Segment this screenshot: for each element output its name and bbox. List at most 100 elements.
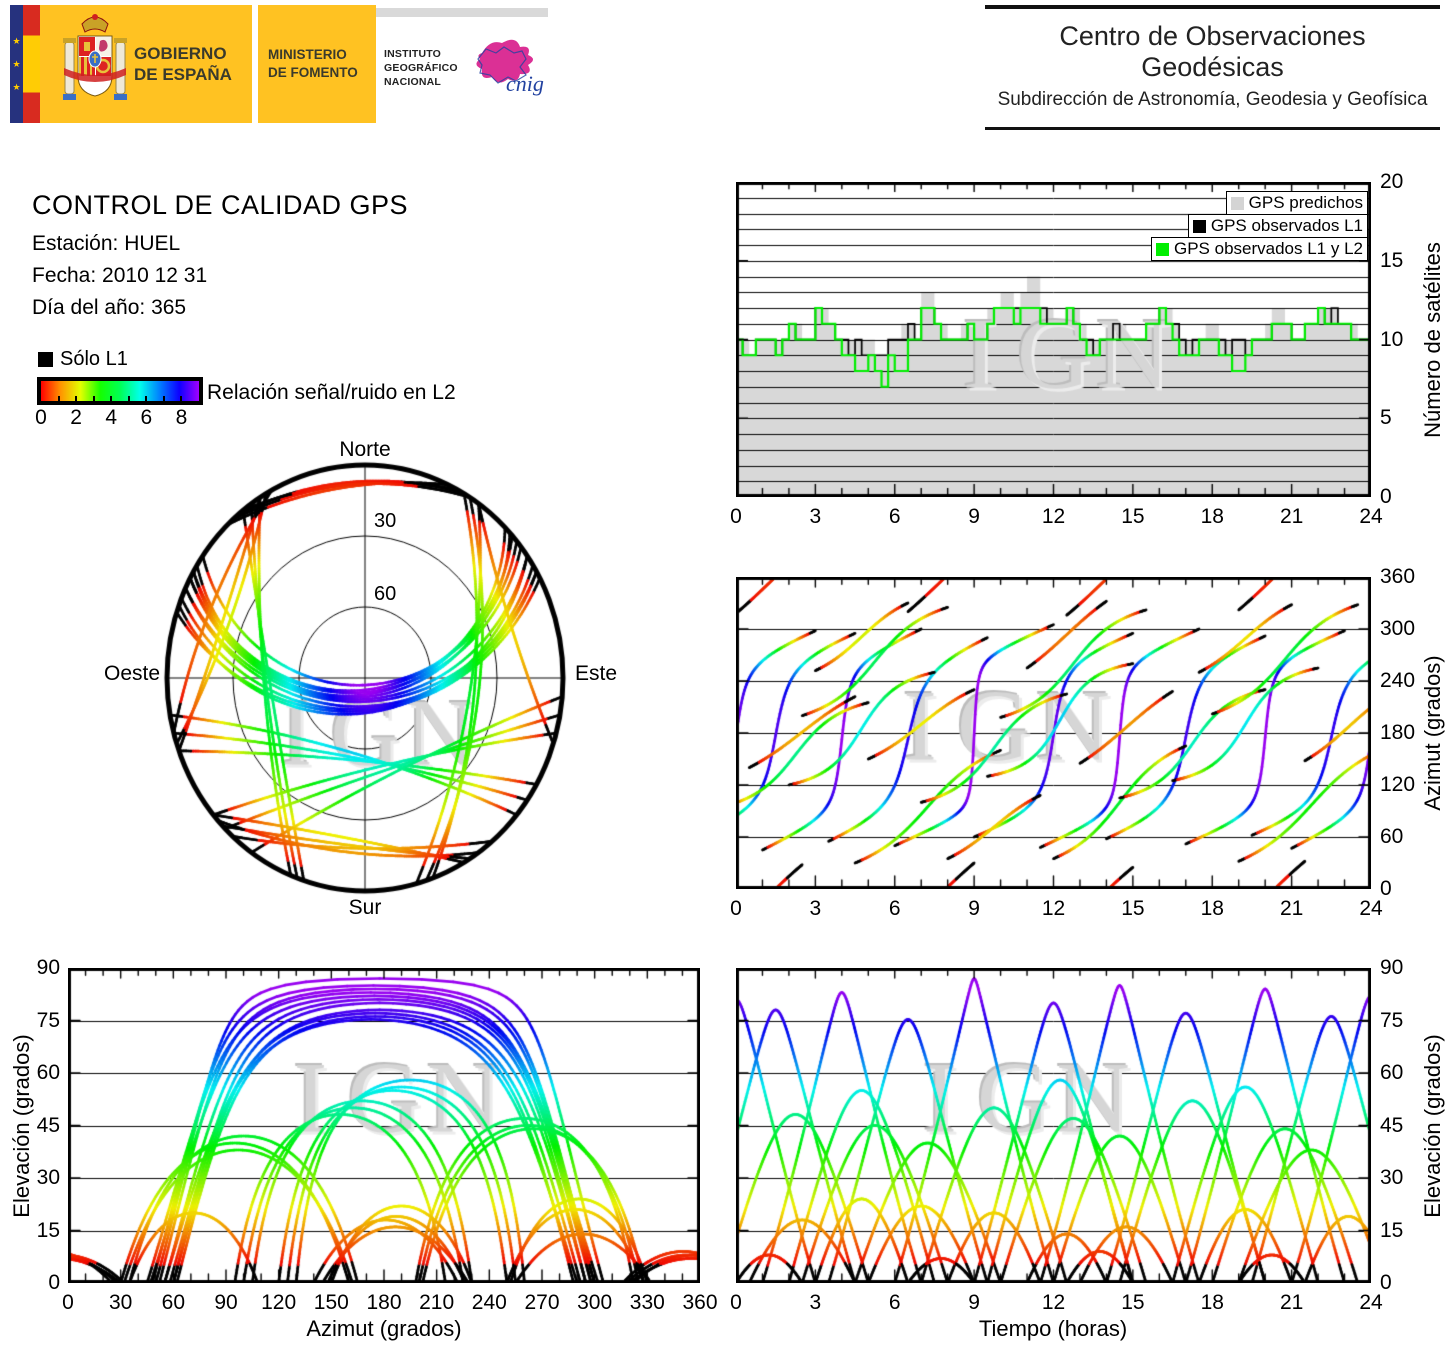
tick-label: 360 — [1380, 565, 1416, 588]
tick-label: 15 — [36, 1218, 60, 1242]
eu-star-icon: ★ — [12, 81, 21, 92]
tick-label: 18 — [1200, 897, 1224, 920]
tick-label: 21 — [1279, 897, 1304, 920]
tick-label: 75 — [1380, 1008, 1404, 1032]
observados-l1-swatch — [1192, 219, 1206, 233]
skyplot-ring-30-label: 30 — [374, 510, 397, 532]
tick-label: 9 — [968, 897, 980, 920]
ministerio-box: MINISTERIO DE FOMENTO — [258, 5, 376, 123]
tick-label: 21 — [1279, 1291, 1304, 1314]
tick-label: 0 — [1380, 1271, 1392, 1294]
center-title: Centro de Observaciones Geodésicas — [1059, 21, 1366, 82]
tick-label: 0 — [730, 1291, 742, 1314]
elaz-x-axis-title: Azimut (grados) — [306, 1316, 462, 1341]
gobierno-line1: GOBIERNO — [134, 43, 227, 63]
instituto-box: INSTITUTO GEOGRÁFICO NACIONAL cnig — [376, 5, 548, 123]
tick-label: 330 — [629, 1291, 665, 1314]
elt-x-axis-title: Tiempo (horas) — [978, 1316, 1128, 1341]
colorbar-tick — [110, 396, 113, 401]
ministerio-line1: MINISTERIO — [268, 47, 347, 63]
tick-label: 60 — [1380, 1061, 1404, 1084]
tick-label: 15 — [1380, 1218, 1404, 1242]
nsat-legend-row-l1: GPS observados L1 — [1187, 214, 1368, 238]
instituto-line3: NACIONAL — [384, 76, 442, 89]
tick-label: 180 — [366, 1291, 402, 1314]
tick-label: 15 — [1121, 897, 1145, 920]
colorbar-tick — [127, 396, 130, 401]
tick-label: 90 — [214, 1291, 238, 1314]
tick-label: 18 — [1200, 1291, 1224, 1314]
tick-label: 180 — [1380, 721, 1416, 744]
tick-label: 60 — [36, 1061, 60, 1084]
azimut-y-axis-title: Azimut (grados) — [1420, 655, 1445, 811]
tick-label: 360 — [682, 1291, 718, 1314]
tick-label: 120 — [1380, 773, 1416, 796]
tick-label: 0 — [1380, 485, 1392, 508]
date-line: Fecha: 2010 12 31 — [32, 264, 208, 287]
tick-label: 20 — [1380, 170, 1404, 193]
tick-label: 24 — [1359, 1291, 1383, 1314]
instituto-line1: INSTITUTO — [384, 48, 442, 60]
report-title: CONTROL DE CALIDAD GPS — [32, 190, 409, 220]
colorbar-tick — [92, 396, 95, 401]
skyplot-canvas — [130, 428, 600, 928]
tick-label: 12 — [1041, 505, 1066, 528]
cnig-script: cnig — [506, 71, 544, 96]
tick-label: 3 — [809, 1291, 822, 1314]
tick-label: 10 — [1380, 327, 1404, 351]
tick-label: 6 — [888, 1291, 901, 1314]
tick-label: 45 — [36, 1113, 60, 1137]
nsat-y-axis-title: Número de satélites — [1420, 242, 1445, 438]
tick-label: 12 — [1041, 897, 1066, 920]
tick-label: 15 — [1380, 248, 1404, 272]
tick-label: 210 — [419, 1291, 455, 1314]
elevation-time-chart-canvas — [736, 968, 1371, 1283]
tick-label: 60 — [1380, 825, 1404, 848]
tick-label: 6 — [888, 505, 901, 528]
tick-label: 30 — [1380, 1166, 1404, 1189]
government-logo-bar: ★ ★ ★ — [10, 5, 548, 123]
tick-label: 90 — [1380, 956, 1404, 979]
colorbar-tick — [75, 396, 78, 401]
eu-flag-strip: ★ ★ ★ — [10, 5, 23, 123]
snr-colorbar — [37, 377, 203, 405]
tick-label: 21 — [1279, 505, 1304, 528]
elt-y-axis-title: Elevación (grados) — [1420, 1034, 1445, 1218]
tick-label: 3 — [809, 505, 822, 528]
gobierno-line2: DE ESPAÑA — [134, 65, 232, 84]
solo-l1-swatch — [38, 352, 53, 367]
solo-l1-label: Sólo L1 — [60, 348, 128, 370]
gobierno-box: GOBIERNO DE ESPAÑA — [40, 5, 252, 123]
colorbar-tick-label: 8 — [175, 406, 188, 429]
colorbar-tick-label: 6 — [140, 406, 153, 429]
tick-label: 24 — [1359, 897, 1383, 920]
nsat-legend-row-l1l2: GPS observados L1 y L2 — [1150, 237, 1368, 261]
header-right: Centro de Observaciones Geodésicas Subdi… — [985, 5, 1440, 130]
tick-label: 240 — [1380, 669, 1416, 692]
skyplot-ring-60-label: 60 — [374, 583, 397, 605]
skyplot-north-label: Norte — [339, 438, 391, 461]
spain-flag-strip — [23, 5, 40, 123]
center-subtitle: Subdirección de Astronomía, Geodesia y G… — [997, 89, 1428, 110]
colorbar-tick-label: 4 — [105, 406, 118, 429]
tick-label: 30 — [36, 1166, 60, 1189]
tick-label: 0 — [730, 897, 742, 920]
tick-label: 150 — [313, 1291, 349, 1314]
tick-label: 75 — [36, 1008, 60, 1032]
gobierno-label: GOBIERNO DE ESPAÑA — [134, 43, 232, 86]
snr-colorbar-caption: Relación señal/ruido en L2 — [207, 381, 456, 404]
observados-l1l2-swatch — [1155, 242, 1169, 256]
tick-label: 240 — [471, 1291, 507, 1314]
tick-label: 15 — [1121, 1291, 1145, 1314]
instituto-label: INSTITUTO GEOGRÁFICO NACIONAL — [384, 47, 458, 90]
tick-label: 30 — [108, 1291, 133, 1314]
colorbar-tick — [180, 396, 183, 401]
cnig-logo-icon: cnig — [464, 35, 548, 102]
tick-label: 270 — [524, 1291, 560, 1314]
predichos-swatch — [1230, 196, 1244, 210]
nsat-legend-row-predichos: GPS predichos — [1225, 191, 1368, 215]
tick-label: 300 — [1380, 617, 1416, 640]
tick-label: 6 — [888, 897, 901, 920]
azimut-time-chart-canvas — [736, 577, 1371, 889]
